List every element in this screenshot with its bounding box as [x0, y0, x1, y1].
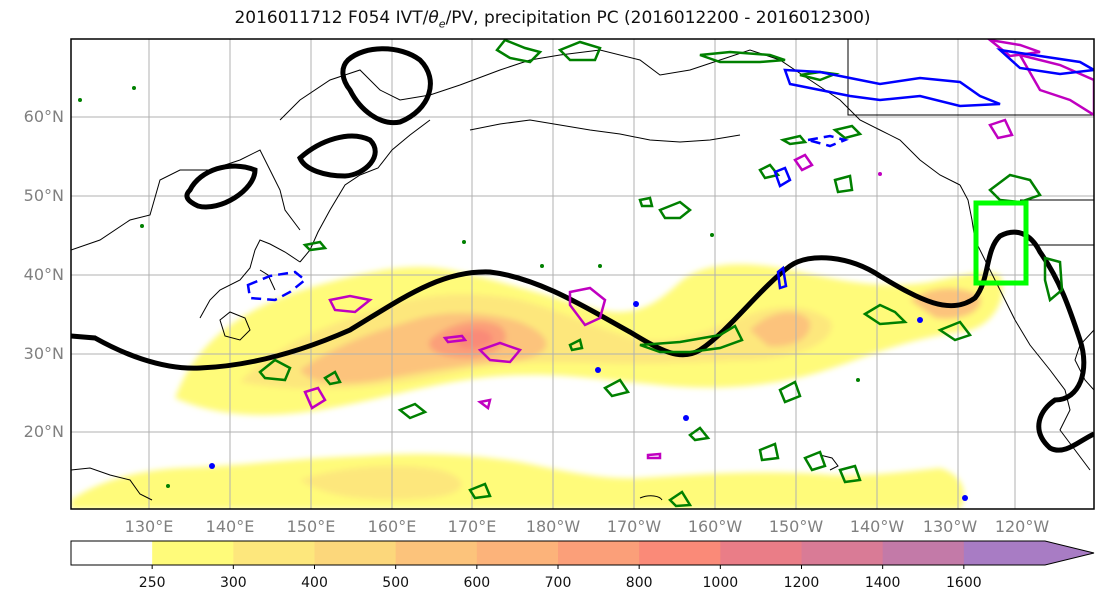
map-title: 2016011712 F054 IVT/θe/PV, precipitation… [234, 8, 871, 31]
lon-label-130e: 130°E [124, 517, 174, 536]
lon-label-130w: 130°W [922, 517, 978, 536]
lat-label-30n: 30°N [23, 344, 64, 363]
precipitation-region-box [973, 200, 1029, 286]
colorbar-tick-label: 500 [382, 575, 410, 591]
pv-contours-blue [246, 48, 1094, 302]
colorbar-tick-label: 1000 [702, 575, 739, 591]
map-frame [70, 38, 1095, 510]
graticule [71, 39, 1094, 509]
lon-label-170w: 170°W [606, 517, 662, 536]
lon-label-160w: 160°W [687, 517, 743, 536]
lat-label-40n: 40°N [23, 265, 64, 284]
lon-label-150w: 150°W [768, 517, 824, 536]
theta-e-contours [71, 46, 1094, 453]
lon-label-160e: 160°E [367, 517, 417, 536]
lat-label-50n: 50°N [23, 186, 64, 205]
pv-contours-green [258, 39, 1064, 508]
colorbar-tick-label: 800 [625, 575, 653, 591]
colorbar-tick-label: 700 [544, 575, 572, 591]
colorbar-tick-label: 1400 [864, 575, 901, 591]
lon-label-150e: 150°E [286, 517, 336, 536]
coastlines [71, 39, 1094, 501]
pv-small-features [78, 86, 968, 501]
lon-label-140e: 140°E [205, 517, 255, 536]
pv-contours-magenta [303, 39, 1094, 460]
lon-label-140w: 140°W [849, 517, 905, 536]
lon-label-170e: 170°E [447, 517, 497, 536]
map-background [71, 39, 1094, 509]
colorbar-tick-label: 250 [138, 575, 166, 591]
lon-label-180w: 180°W [525, 517, 581, 536]
lat-label-20n: 20°N [23, 422, 64, 441]
lat-label-60n: 60°N [23, 107, 64, 126]
colorbar-tick-label: 400 [301, 575, 328, 591]
colorbar-tick-label: 300 [219, 575, 247, 591]
lon-label-120w: 120°W [994, 517, 1050, 536]
colorbar-tick-label: 600 [463, 575, 491, 591]
colorbar-tick-label: 1200 [783, 575, 820, 591]
colorbar-tick-label: 1600 [946, 575, 982, 591]
